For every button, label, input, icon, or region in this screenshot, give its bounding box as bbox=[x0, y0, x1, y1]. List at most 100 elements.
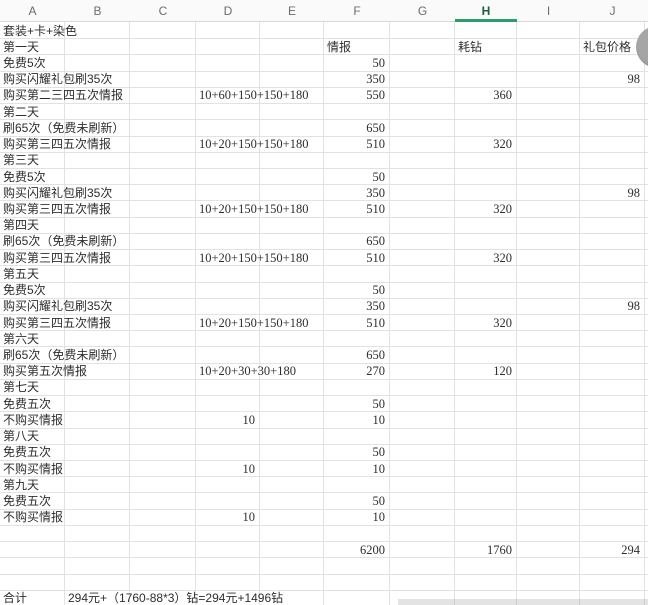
cell-F17[interactable]: 50 bbox=[372, 283, 386, 298]
cell-F10[interactable]: 50 bbox=[372, 169, 386, 184]
column-header-J[interactable]: J bbox=[609, 3, 616, 18]
gridline bbox=[323, 0, 324, 605]
cell-F11[interactable]: 350 bbox=[366, 185, 385, 200]
cell-H15[interactable]: 320 bbox=[493, 250, 512, 265]
column-header-F[interactable]: F bbox=[353, 3, 361, 18]
cell-A14[interactable]: 刷65次（免费未刷新） bbox=[3, 234, 125, 249]
cell-F33[interactable]: 6200 bbox=[360, 542, 385, 557]
cell-A8[interactable]: 购买第三四五次情报 bbox=[3, 137, 112, 152]
cell-A36[interactable]: 合计 bbox=[3, 591, 28, 605]
cell-F12[interactable]: 510 bbox=[366, 201, 385, 216]
cell-A22[interactable]: 购买第五次情报 bbox=[3, 364, 88, 379]
cell-D25[interactable]: 10 bbox=[242, 412, 256, 427]
cell-A15[interactable]: 购买第三四五次情报 bbox=[3, 250, 112, 265]
floating-ball[interactable] bbox=[636, 26, 648, 68]
cell-F31[interactable]: 10 bbox=[372, 510, 386, 525]
cell-A23[interactable]: 第七天 bbox=[3, 380, 40, 395]
cell-J11[interactable]: 98 bbox=[627, 185, 641, 200]
column-header-G[interactable]: G bbox=[417, 3, 428, 18]
column-header-E[interactable]: E bbox=[287, 3, 296, 18]
cell-A11[interactable]: 购买闪耀礼包刷35次 bbox=[3, 185, 113, 200]
cell-A25[interactable]: 不购买情报 bbox=[3, 412, 64, 427]
cell-A26[interactable]: 第八天 bbox=[3, 429, 40, 444]
cell-H5[interactable]: 360 bbox=[493, 88, 512, 103]
column-header-A[interactable]: A bbox=[28, 3, 37, 18]
cell-A9[interactable]: 第三天 bbox=[3, 153, 40, 168]
cell-A28[interactable]: 不购买情报 bbox=[3, 461, 64, 476]
cell-J4[interactable]: 98 bbox=[627, 72, 641, 87]
cell-H19[interactable]: 320 bbox=[493, 315, 512, 330]
cell-J18[interactable]: 98 bbox=[627, 299, 641, 314]
cell-A24[interactable]: 免费五次 bbox=[3, 396, 52, 411]
cell-A3[interactable]: 免费5次 bbox=[3, 55, 46, 70]
cell-A10[interactable]: 免费5次 bbox=[3, 169, 46, 184]
cell-D22[interactable]: 10+20+30+30+180 bbox=[199, 364, 296, 379]
cell-A19[interactable]: 购买第三四五次情报 bbox=[3, 315, 112, 330]
cell-A7[interactable]: 刷65次（免费未刷新） bbox=[3, 120, 125, 135]
cell-A21[interactable]: 刷65次（免费未刷新） bbox=[3, 347, 125, 362]
cell-A16[interactable]: 第五天 bbox=[3, 266, 40, 281]
cell-D12[interactable]: 10+20+150+150+180 bbox=[199, 201, 309, 216]
cell-A13[interactable]: 第四天 bbox=[3, 218, 40, 233]
gridline bbox=[0, 281, 648, 283]
gridline bbox=[0, 38, 648, 40]
cell-A27[interactable]: 免费五次 bbox=[3, 445, 52, 460]
cell-F4[interactable]: 350 bbox=[366, 72, 385, 87]
cell-F21[interactable]: 650 bbox=[366, 347, 385, 362]
column-header-H[interactable]: H bbox=[455, 0, 517, 22]
cell-D19[interactable]: 10+20+150+150+180 bbox=[199, 315, 309, 330]
gridline bbox=[0, 168, 648, 169]
cell-H22[interactable]: 120 bbox=[493, 364, 512, 379]
cell-A17[interactable]: 免费5次 bbox=[3, 283, 46, 298]
cell-J33[interactable]: 294 bbox=[621, 542, 640, 557]
gridline bbox=[0, 492, 648, 494]
cell-A5[interactable]: 购买第二三四五次情报 bbox=[3, 88, 124, 103]
cell-F3[interactable]: 50 bbox=[372, 55, 386, 70]
cell-F24[interactable]: 50 bbox=[372, 396, 386, 411]
cell-H33[interactable]: 1760 bbox=[487, 542, 512, 557]
cell-B36[interactable]: 294元+（1760-88*3）钻=294元+1496钻 bbox=[68, 591, 284, 605]
cell-J2[interactable]: 礼包价格 bbox=[583, 39, 632, 54]
cell-A31[interactable]: 不购买情报 bbox=[3, 510, 64, 525]
cell-H2[interactable]: 耗钻 bbox=[458, 39, 483, 54]
gridline bbox=[0, 216, 648, 218]
cell-F18[interactable]: 350 bbox=[366, 299, 385, 314]
gridline bbox=[0, 232, 648, 234]
cell-F14[interactable]: 650 bbox=[366, 234, 385, 249]
gridline bbox=[64, 0, 65, 605]
gridline bbox=[0, 589, 648, 591]
cell-F2[interactable]: 情报 bbox=[327, 39, 352, 54]
cell-F27[interactable]: 50 bbox=[372, 445, 386, 460]
cell-F19[interactable]: 510 bbox=[366, 315, 385, 330]
cell-A1[interactable]: 套装+卡+染色 bbox=[3, 23, 78, 38]
cell-D5[interactable]: 10+60+150+150+180 bbox=[199, 88, 309, 103]
cell-H12[interactable]: 320 bbox=[493, 201, 512, 216]
cell-F5[interactable]: 550 bbox=[366, 88, 385, 103]
cell-A18[interactable]: 购买闪耀礼包刷35次 bbox=[3, 299, 113, 314]
cell-F8[interactable]: 510 bbox=[366, 137, 385, 152]
cell-D15[interactable]: 10+20+150+150+180 bbox=[199, 250, 309, 265]
cell-F28[interactable]: 10 bbox=[372, 461, 386, 476]
cell-F15[interactable]: 510 bbox=[366, 250, 385, 265]
cell-A20[interactable]: 第六天 bbox=[3, 331, 40, 346]
cell-D28[interactable]: 10 bbox=[242, 461, 256, 476]
cell-A6[interactable]: 第二天 bbox=[3, 104, 40, 119]
cell-D31[interactable]: 10 bbox=[242, 510, 256, 525]
cell-F7[interactable]: 650 bbox=[366, 120, 385, 135]
cell-A29[interactable]: 第九天 bbox=[3, 477, 40, 492]
cell-A2[interactable]: 第一天 bbox=[3, 39, 40, 54]
cell-A12[interactable]: 购买第三四五次情报 bbox=[3, 201, 112, 216]
gridline bbox=[389, 0, 390, 605]
cell-D8[interactable]: 10+20+150+150+180 bbox=[199, 137, 309, 152]
column-header-B[interactable]: B bbox=[93, 3, 102, 18]
selected-column-indicator bbox=[455, 19, 517, 22]
cell-F22[interactable]: 270 bbox=[366, 364, 385, 379]
cell-A30[interactable]: 免费五次 bbox=[3, 493, 52, 508]
column-header-I[interactable]: I bbox=[546, 3, 551, 18]
cell-H8[interactable]: 320 bbox=[493, 137, 512, 152]
column-header-C[interactable]: C bbox=[158, 3, 168, 18]
cell-F30[interactable]: 50 bbox=[372, 493, 386, 508]
cell-F25[interactable]: 10 bbox=[372, 412, 386, 427]
cell-A4[interactable]: 购买闪耀礼包刷35次 bbox=[3, 72, 113, 87]
column-header-D[interactable]: D bbox=[223, 3, 233, 18]
